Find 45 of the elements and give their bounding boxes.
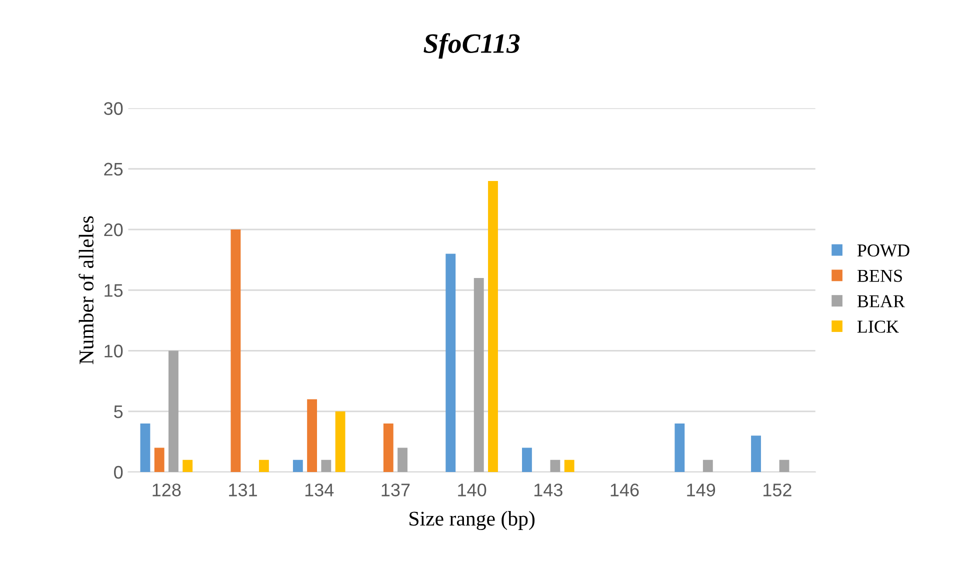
bar bbox=[258, 460, 269, 472]
bar bbox=[307, 399, 318, 472]
y-tick-label: 15 bbox=[104, 284, 123, 297]
bar bbox=[140, 424, 150, 472]
x-tick-label: 140 bbox=[458, 484, 486, 496]
bar bbox=[751, 436, 761, 472]
y-tick-label: 5 bbox=[114, 406, 123, 418]
x-tick-label: 134 bbox=[305, 484, 334, 496]
legend-label: BENS bbox=[857, 270, 902, 282]
bar bbox=[292, 460, 303, 472]
legend-label: LICK bbox=[857, 320, 899, 333]
x-tick-label: 146 bbox=[610, 484, 639, 496]
bar bbox=[321, 460, 332, 472]
x-tick-label: 137 bbox=[382, 484, 410, 496]
bar bbox=[154, 448, 164, 472]
x-tick-label: 152 bbox=[764, 484, 792, 496]
x-axis-title: Size range (bp) bbox=[410, 511, 535, 530]
bar bbox=[230, 230, 241, 472]
x-tick-label: 149 bbox=[687, 484, 716, 496]
chart-title: SfoC113 bbox=[424, 33, 520, 59]
bar bbox=[702, 460, 713, 472]
y-tick-label: 0 bbox=[114, 466, 123, 479]
y-axis-title: Number of alleles bbox=[78, 216, 94, 364]
legend-label: POWD bbox=[857, 244, 910, 257]
x-tick-label: 128 bbox=[152, 484, 181, 496]
bar bbox=[550, 460, 560, 472]
bar bbox=[168, 350, 178, 472]
x-tick-label: 131 bbox=[229, 484, 257, 496]
bar bbox=[474, 278, 484, 472]
bar bbox=[779, 460, 790, 472]
bar bbox=[522, 448, 532, 472]
y-tick-label: 30 bbox=[104, 102, 123, 115]
bar bbox=[398, 448, 408, 472]
x-tick-label: 143 bbox=[534, 484, 562, 496]
bar bbox=[383, 424, 394, 472]
bar bbox=[182, 460, 193, 472]
legend-label: BEAR bbox=[857, 295, 906, 308]
y-tick-label: 10 bbox=[104, 344, 123, 358]
y-tick-label: 20 bbox=[104, 223, 123, 236]
bar bbox=[335, 411, 346, 472]
bar bbox=[446, 254, 456, 472]
bar bbox=[488, 181, 498, 472]
bar bbox=[674, 424, 685, 472]
y-tick-label: 25 bbox=[104, 162, 123, 176]
bar bbox=[564, 460, 574, 472]
